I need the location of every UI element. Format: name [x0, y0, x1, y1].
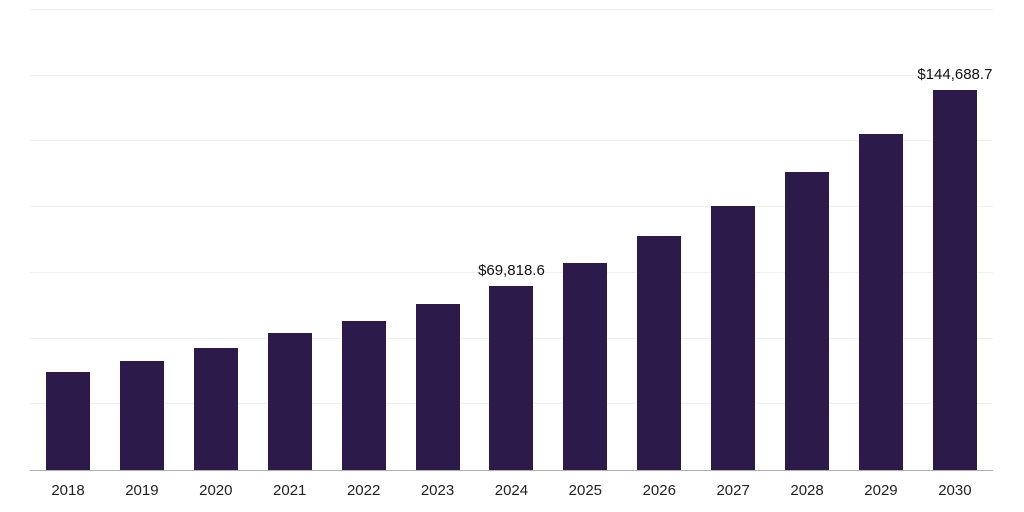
bar-2030: $144,688.7: [917, 66, 992, 470]
bar-2023: [415, 304, 460, 470]
gridline: [30, 74, 993, 76]
gridline: [30, 271, 993, 273]
x-tick-label: 2021: [273, 482, 307, 499]
bar-2018: [46, 371, 90, 470]
bar-2026: [637, 236, 682, 470]
gridline: [30, 206, 993, 208]
x-tick-label: 2019: [125, 482, 159, 499]
bar-2024: $69,818.6: [478, 262, 545, 470]
x-tick-label: 2025: [568, 482, 603, 499]
bar-2028: [785, 172, 830, 470]
gridline: [30, 9, 993, 10]
bar-2020: [193, 348, 238, 470]
x-axis-labels: 2018 2019 2020 2021 2022 2023 2024 2025 2026 2027…: [46, 482, 977, 499]
value-label: $144,688.7: [917, 65, 993, 83]
x-tick-label: 2030: [938, 482, 972, 499]
x-tick-label: 2028: [790, 482, 824, 499]
bar-2025: [563, 262, 608, 470]
bar-2021: [267, 333, 312, 470]
gridline: [30, 140, 993, 142]
bar-2027: [711, 206, 756, 470]
x-tick-label: 2029: [864, 482, 898, 499]
x-tick-label: 2026: [642, 482, 676, 499]
x-tick-label: 2027: [716, 482, 750, 499]
bar-2022: [341, 320, 386, 470]
bar-2029: [858, 133, 903, 470]
bars: $69,818.6 $144,688.7: [46, 10, 992, 470]
x-tick-label: 2020: [199, 482, 233, 499]
bar-2019: [119, 360, 164, 470]
x-tick-label: 2018: [51, 482, 85, 499]
x-tick-label: 2023: [420, 482, 455, 499]
x-tick-label: 2022: [346, 482, 381, 499]
value-label: $69,818.6: [478, 262, 545, 280]
plot-area: $69,818.6 $144,688.7: [30, 9, 993, 471]
x-tick-label: 2024: [494, 482, 529, 499]
